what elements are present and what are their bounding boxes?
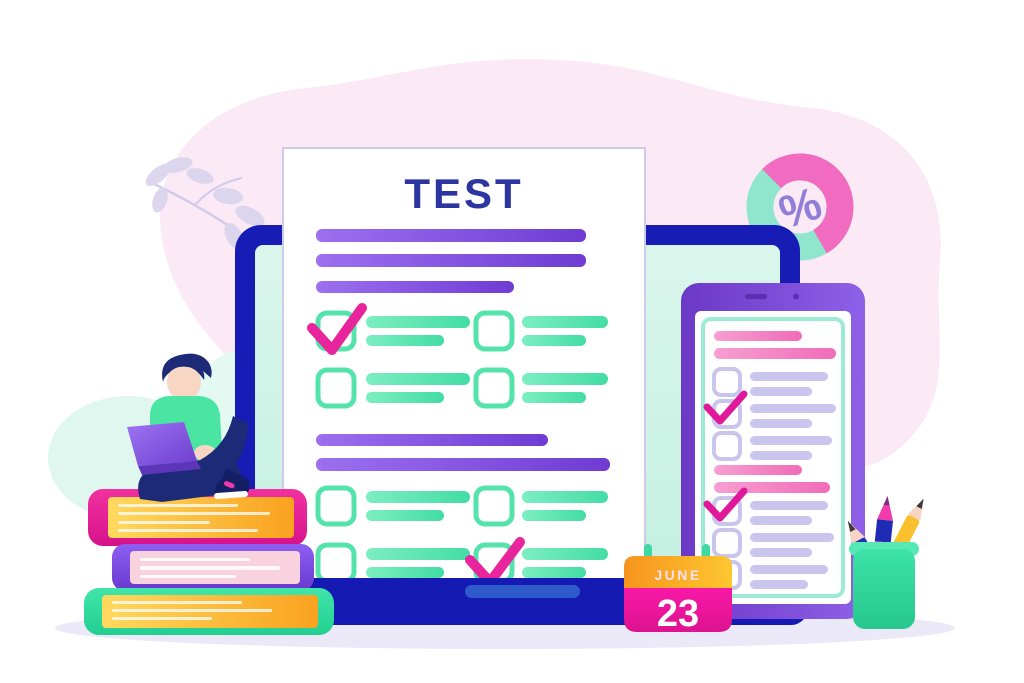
tablet-text-line <box>750 404 836 413</box>
donut-pink-segment <box>762 153 854 254</box>
tablet-text-line <box>750 436 832 445</box>
answer-line <box>366 392 444 403</box>
answer-line <box>366 567 444 578</box>
person-hair <box>162 353 212 382</box>
trackpad <box>465 585 580 598</box>
person <box>127 353 250 502</box>
tablet-check-icon <box>703 390 748 425</box>
pencil-cup <box>847 496 924 629</box>
answer-line <box>366 316 470 328</box>
tablet-checkbox <box>712 528 742 558</box>
checkmark-icon <box>307 303 367 355</box>
paper-intro-lines <box>316 229 586 293</box>
book-middle <box>112 544 314 591</box>
book-top <box>88 489 307 546</box>
tablet-text-line <box>750 372 828 381</box>
answer-line <box>522 567 586 578</box>
tablet-camera-dot-icon <box>793 293 799 300</box>
calendar-day-label: 23 <box>657 593 699 635</box>
checkbox <box>473 367 515 409</box>
tablet-text-line <box>750 387 812 396</box>
paper-title: TEST <box>404 170 523 217</box>
person-shoe <box>214 468 250 499</box>
tablet-text-line <box>750 516 812 525</box>
answer-line <box>366 491 470 503</box>
tablet-camera-icon <box>745 294 767 299</box>
calendar: JUNE 23 <box>624 544 732 635</box>
person-head <box>167 363 201 401</box>
checkbox <box>315 485 357 527</box>
tablet-checkbox <box>712 367 742 397</box>
tablet-text-line <box>750 501 828 510</box>
answer-line <box>522 510 586 521</box>
checkbox <box>315 367 357 409</box>
tablet-checkbox <box>712 431 742 461</box>
tablet-text-line <box>750 533 834 542</box>
tablet-text-line <box>750 419 812 428</box>
tablet-text-line <box>750 565 828 574</box>
calendar-body <box>624 588 732 632</box>
calendar-month-label: JUNE <box>654 567 701 583</box>
answer-line <box>366 510 444 521</box>
answer-line <box>522 373 608 385</box>
answer-line <box>366 335 444 346</box>
test-paper: TEST <box>282 147 646 589</box>
cup-body <box>853 549 915 629</box>
checkbox <box>473 310 515 352</box>
tablet-text-line <box>750 548 812 557</box>
answer-line <box>522 548 608 560</box>
paper-divider-lines <box>316 434 610 471</box>
answer-line <box>522 316 608 328</box>
tablet-text-line <box>750 451 812 460</box>
donut-chart: % <box>746 153 854 261</box>
checkbox <box>473 485 515 527</box>
tablet <box>681 283 865 619</box>
paper-section-1 <box>307 303 608 409</box>
tablet-header-lines <box>714 331 836 359</box>
answer-line <box>522 335 586 346</box>
tablet-group-1 <box>703 367 836 461</box>
tablet-text-line <box>750 580 808 589</box>
answer-line <box>522 392 586 403</box>
answer-line <box>522 491 608 503</box>
person-laptop <box>127 422 201 475</box>
answer-line <box>366 548 470 560</box>
books-stack <box>84 489 334 635</box>
book-bottom <box>84 588 334 635</box>
calendar-header <box>624 556 732 588</box>
answer-line <box>366 373 470 385</box>
tablet-check-icon <box>703 487 748 522</box>
paper-section-2 <box>315 485 608 587</box>
